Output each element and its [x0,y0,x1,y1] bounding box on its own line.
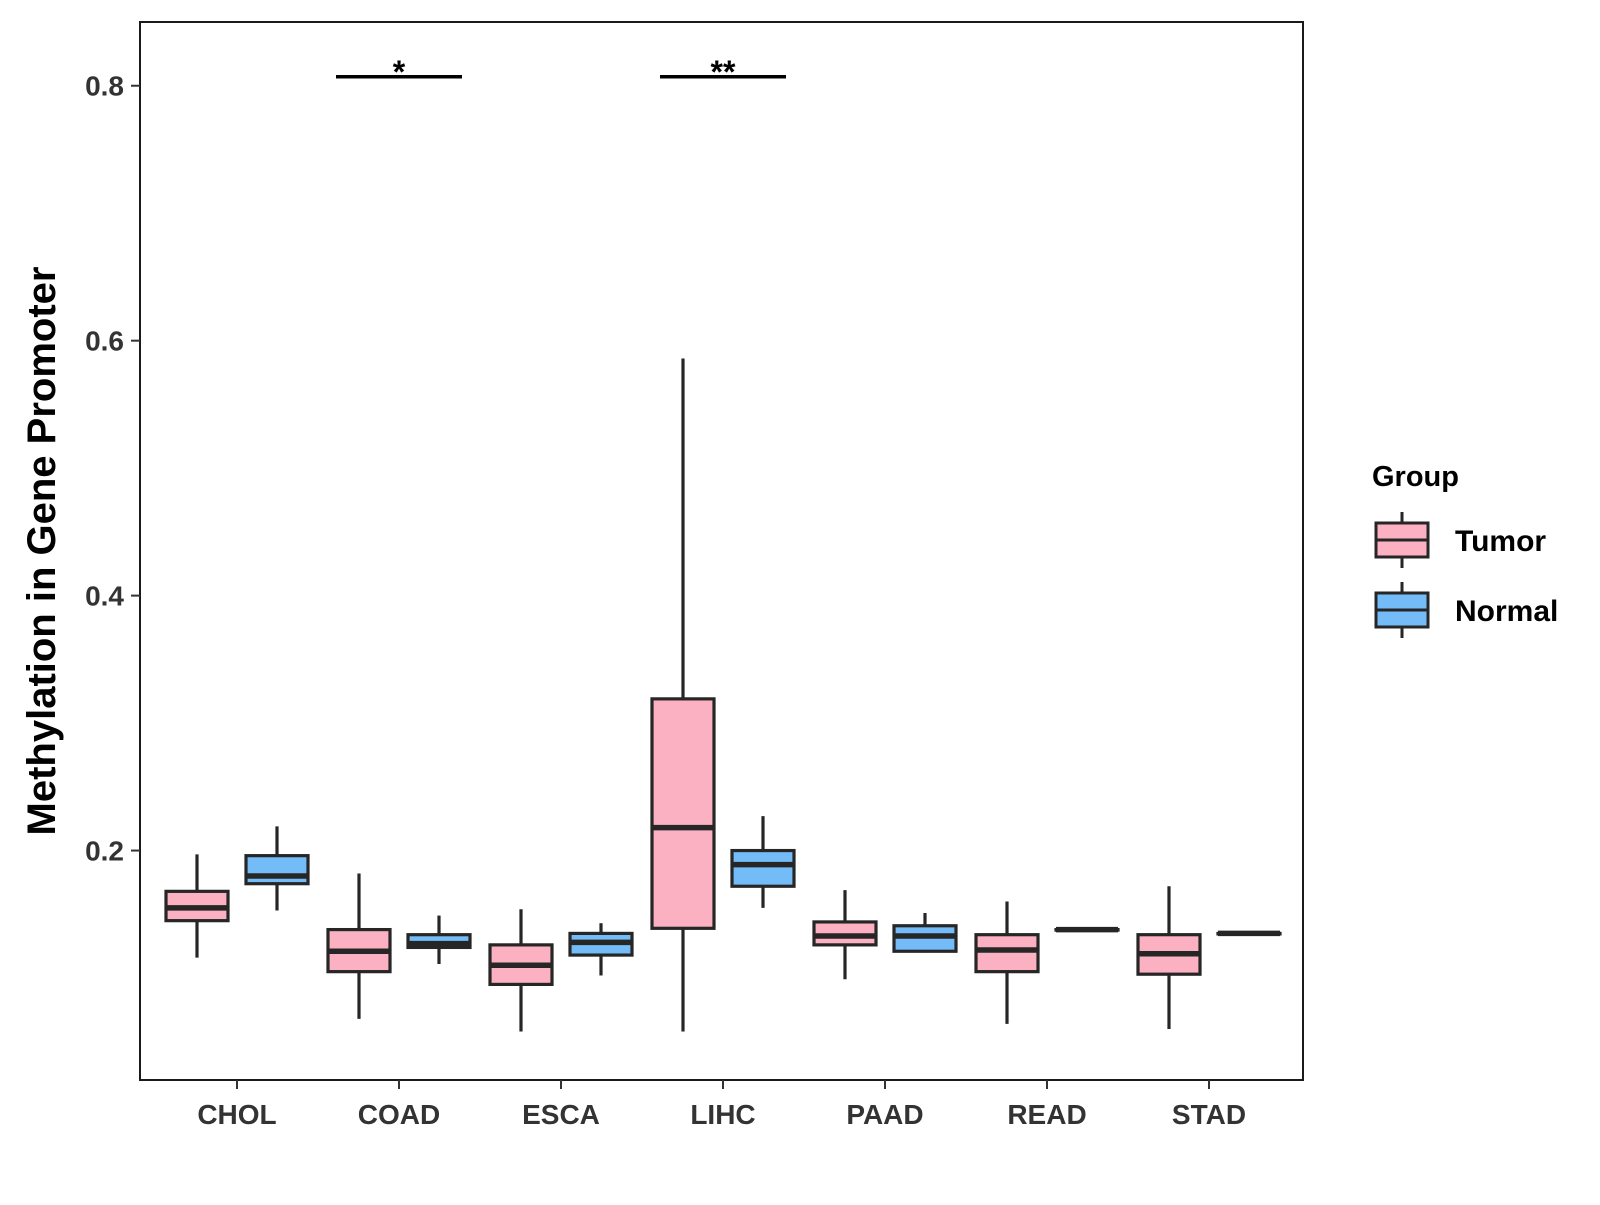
significance-layer: * ** [336,54,786,90]
x-tick-label: ESCA [522,1099,600,1130]
legend-entry-tumor: Tumor [1374,512,1546,568]
box-body [650,697,716,930]
axis-layer: 0.2 0.4 0.6 0.8 CHOL COAD ESCA LIHC PAAD READ STAD [85,71,1246,1130]
box-normal-read [1054,926,1120,933]
plot-panel [139,21,1304,1081]
legend-label: Tumor [1455,525,1546,558]
box-tumor-esca [488,909,554,1032]
y-tick-label: 0.8 [85,71,124,102]
y-tick-label: 0.2 [85,836,124,867]
box-normal-stad [1216,930,1282,937]
significance-coad: * [336,54,462,90]
y-tick-label: 0.4 [85,581,124,612]
box-tumor-stad [1136,886,1202,1030]
box-body [974,933,1040,974]
box-normal-paad [892,913,958,953]
x-tick-label: CHOL [197,1099,276,1130]
box-tumor-chol [164,854,230,958]
box-tumor-lihc [650,358,716,1032]
box-tumor-coad [326,873,392,1019]
box-tumor-read [974,901,1040,1024]
significance-label: ** [711,54,736,90]
x-tick-label: READ [1007,1099,1086,1130]
legend: Group Tumor Normal [1372,461,1558,638]
x-tick-label: PAAD [846,1099,923,1130]
box-layer [164,358,1282,1032]
box-normal-coad [406,915,472,965]
legend-label: Normal [1455,595,1558,628]
x-tick-label: STAD [1172,1099,1246,1130]
box-body [730,848,796,888]
x-tick-label: COAD [358,1099,440,1130]
y-tick-label: 0.6 [85,326,124,357]
legend-title: Group [1372,461,1459,493]
y-axis-title: Methylation in Gene Promoter [20,267,64,836]
x-tick-label: LIHC [690,1099,755,1130]
box-normal-esca [568,923,634,976]
legend-entry-normal: Normal [1374,582,1558,638]
significance-label: * [393,54,406,90]
box-normal-chol [244,826,310,911]
box-tumor-paad [812,890,878,980]
significance-lihc: ** [660,54,786,90]
box-body [244,854,310,886]
box-normal-lihc [730,816,796,908]
